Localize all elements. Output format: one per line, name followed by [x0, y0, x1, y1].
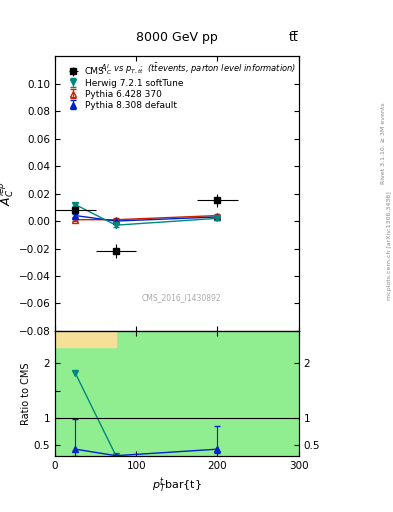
Text: 8000 GeV pp: 8000 GeV pp	[136, 31, 218, 44]
Y-axis label: Ratio to CMS: Ratio to CMS	[21, 362, 31, 424]
Bar	[55, 331, 116, 347]
Y-axis label: $A_C^{lep}$: $A_C^{lep}$	[0, 181, 16, 206]
Text: CMS_2016_I1430892: CMS_2016_I1430892	[142, 293, 222, 303]
Text: Rivet 3.1.10, ≥ 3M events: Rivet 3.1.10, ≥ 3M events	[381, 102, 386, 184]
Legend: CMS, Herwig 7.2.1 softTune, Pythia 6.428 370, Pythia 8.308 default: CMS, Herwig 7.2.1 softTune, Pythia 6.428…	[62, 65, 186, 113]
Text: mcplots.cern.ch [arXiv:1306.3436]: mcplots.cern.ch [arXiv:1306.3436]	[387, 191, 391, 300]
Text: $A_C^l$ vs $p_{T,t\bar{t}}$  (t$\bar{t}$events, parton level information): $A_C^l$ vs $p_{T,t\bar{t}}$ (t$\bar{t}$e…	[100, 62, 296, 77]
X-axis label: $p_T^t$bar{t}: $p_T^t$bar{t}	[152, 476, 202, 495]
Text: tt̅: tt̅	[289, 31, 299, 44]
